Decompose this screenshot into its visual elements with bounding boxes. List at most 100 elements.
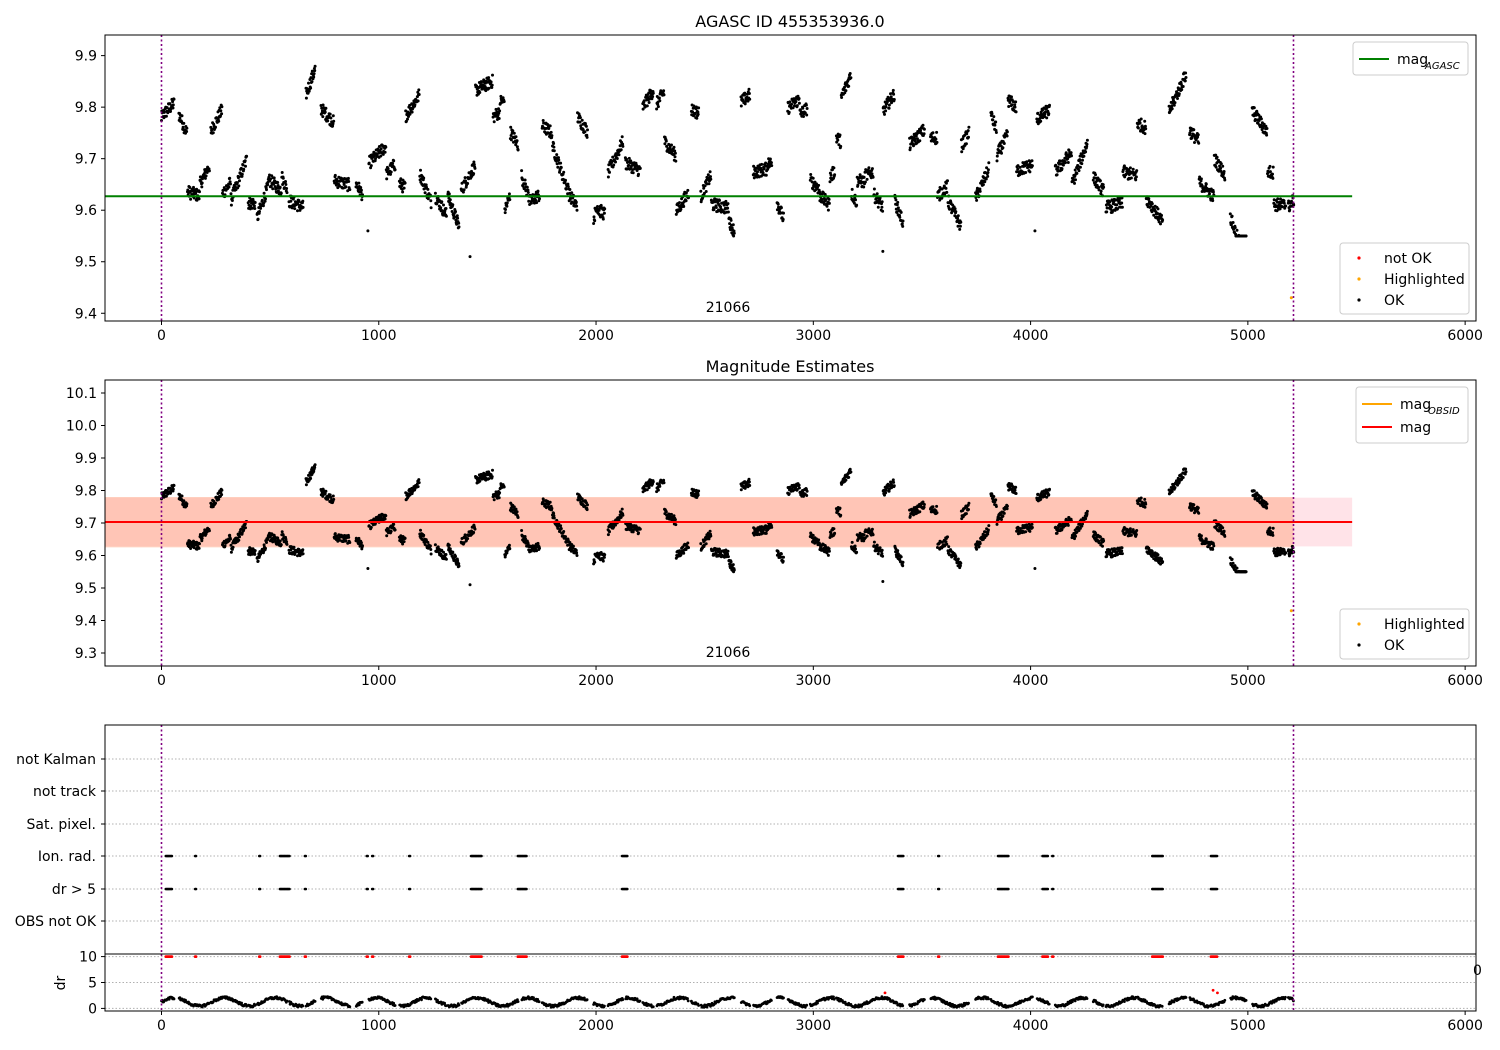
data-point-ok: [265, 188, 268, 192]
data-point-ok: [1081, 158, 1084, 162]
data-point-ok: [244, 526, 247, 530]
data-point-ok: [333, 173, 337, 177]
data-point-ok: [1128, 166, 1132, 170]
data-point-ok: [1000, 518, 1003, 521]
data-point-ok: [967, 508, 970, 511]
data-point-ok: [975, 547, 979, 551]
data-point-ok: [1180, 88, 1184, 92]
data-point-ok: [1287, 199, 1291, 203]
data-point-ok: [429, 548, 433, 551]
data-point-ok: [310, 69, 314, 73]
data-point-ok: [994, 120, 998, 124]
data-point-ok: [1014, 485, 1018, 489]
data-point-ok: [454, 554, 457, 558]
data-point-ok: [662, 93, 666, 97]
data-point-ok: [1085, 145, 1089, 148]
data-point-ok: [1138, 121, 1142, 125]
data-point-ok: [524, 182, 527, 186]
data-point-ok: [357, 181, 361, 185]
data-point-ok: [612, 163, 616, 167]
data-point-ok: [986, 168, 990, 172]
data-point-ok: [312, 75, 316, 79]
data-point-ok: [457, 221, 461, 225]
data-point-ok: [472, 163, 476, 166]
data-point-ok: [329, 495, 333, 499]
data-point-ok: [162, 110, 166, 114]
data-point-ok: [457, 225, 461, 229]
data-point-ok: [664, 139, 668, 143]
data-point-ok: [655, 107, 659, 111]
data-point-ok: [629, 159, 633, 163]
data-point-ok: [964, 512, 968, 516]
data-point-ok: [747, 87, 751, 91]
data-point-ok: [883, 112, 886, 116]
data-point-ok: [935, 140, 939, 144]
data-point-ok: [839, 513, 843, 517]
data-point-ok: [881, 554, 885, 558]
axes-frame: [104, 34, 1477, 322]
data-point-ok: [1033, 229, 1037, 233]
data-point-ok: [564, 187, 568, 191]
data-point-ok: [456, 216, 460, 220]
data-point-ok: [1120, 201, 1124, 205]
data-point-ok: [1219, 166, 1223, 170]
data-point-ok: [419, 168, 422, 172]
data-point-ok: [894, 198, 898, 202]
data-point-ok: [284, 537, 288, 541]
data-point-ok: [229, 550, 233, 554]
data-point-ok: [656, 488, 660, 492]
legend: [1352, 41, 1469, 76]
data-point-ok: [967, 135, 970, 139]
y-tick-label: 9.9: [75, 49, 97, 65]
data-point-ok: [1156, 207, 1160, 211]
data-point-ok: [490, 475, 494, 479]
data-point-ok: [182, 499, 186, 503]
data-point-ok: [945, 542, 949, 546]
data-point-ok: [538, 197, 541, 201]
data-point-ok: [934, 137, 938, 141]
data-point-ok: [520, 169, 524, 173]
data-point-ok: [946, 535, 949, 539]
data-point-ok: [961, 137, 965, 141]
data-point-ok: [686, 541, 690, 545]
data-point-ok: [986, 171, 990, 174]
data-point-ok: [480, 80, 483, 84]
data-point-ok: [1211, 190, 1215, 194]
data-point-ok: [724, 199, 728, 203]
data-point-ok: [975, 198, 979, 202]
data-point-ok: [188, 539, 192, 543]
data-point-ok: [892, 484, 896, 488]
data-point-ok: [243, 159, 247, 163]
data-point-ok: [1099, 192, 1103, 196]
data-point-ok: [901, 224, 905, 228]
data-point-ok: [918, 139, 922, 143]
data-point-ok: [550, 134, 554, 138]
data-point-ok: [638, 166, 642, 170]
data-point-ok: [359, 186, 363, 189]
data-point-ok: [985, 166, 989, 170]
data-point-ok: [1082, 154, 1086, 158]
data-point-ok: [729, 218, 733, 222]
data-point-ok: [1077, 169, 1081, 173]
data-point-ok: [900, 222, 904, 226]
data-point-ok: [271, 187, 275, 191]
data-point-ok: [686, 188, 690, 192]
data-point-ok: [1061, 163, 1065, 167]
data-point-ok: [585, 135, 589, 139]
data-point-ok: [1259, 117, 1263, 121]
data-point-ok: [256, 559, 260, 563]
data-point-ok: [293, 207, 297, 211]
data-point-ok: [931, 131, 935, 135]
data-point-ok: [217, 497, 221, 501]
data-point-ok: [1229, 223, 1233, 227]
data-point-ok: [585, 508, 589, 512]
data-point-ok: [756, 170, 759, 174]
data-point-ok: [239, 166, 243, 170]
data-point-ok: [703, 184, 707, 188]
data-point-ok: [509, 125, 513, 129]
data-point-ok: [958, 227, 962, 231]
data-point-ok: [402, 540, 406, 544]
data-point-ok: [399, 177, 403, 181]
data-point-ok: [448, 198, 452, 202]
data-point-ok: [280, 530, 284, 534]
